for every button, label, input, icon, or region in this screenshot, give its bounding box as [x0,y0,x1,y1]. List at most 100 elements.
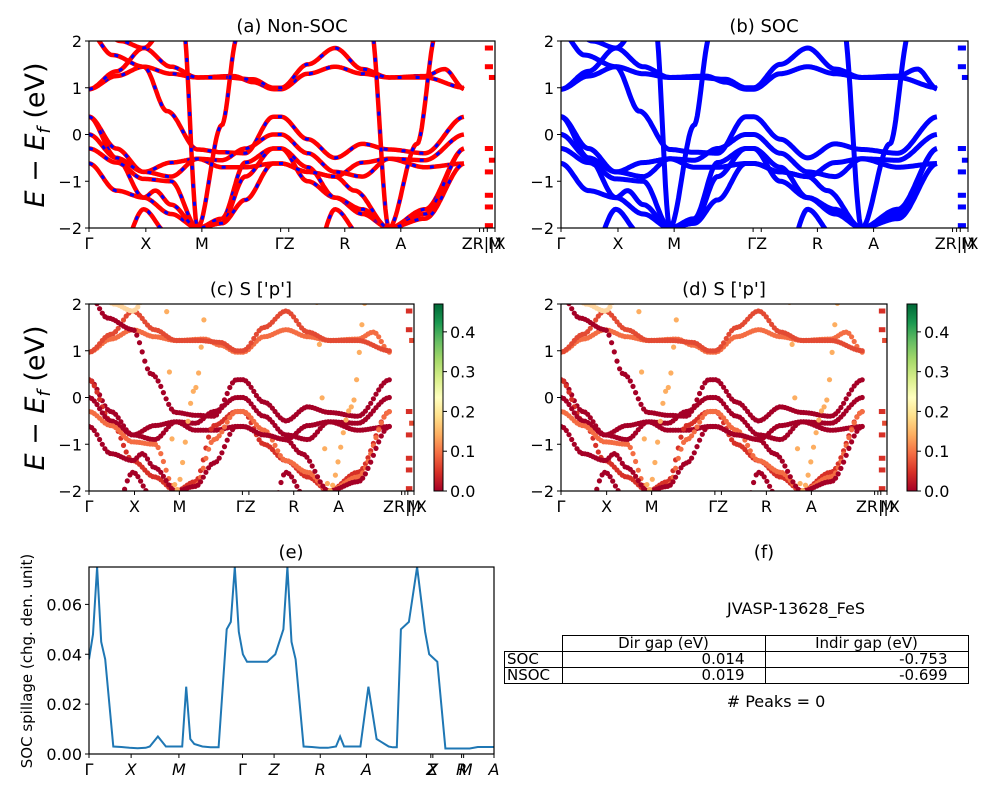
band-point [277,453,283,459]
band-point [101,290,106,295]
y-tick-label: 2 [72,32,82,51]
band-point [386,348,392,354]
band-point [97,306,103,312]
band-point [319,395,325,401]
strip-mark [961,157,968,163]
band-point [673,465,679,471]
band-point [694,424,700,430]
strip-mark [405,467,413,473]
band-point [115,415,121,421]
band-point [97,436,103,443]
band-point [89,293,94,298]
band-point [630,383,636,389]
band-point [782,463,788,469]
band-point [633,458,639,465]
band-point [647,486,653,491]
band-point [841,400,847,406]
x-tick-label: ΓZ [236,497,256,516]
band-point [123,449,129,455]
strip-mark [878,467,886,473]
colorbar-tick-label: 0.3 [924,363,949,382]
y-tick-label: 0 [72,389,82,408]
band-point [586,509,591,514]
band-point [368,400,374,406]
colorbar-tick-label: 0.2 [924,402,949,421]
band-point [95,284,100,289]
band-point [86,292,91,297]
band-point [340,430,346,436]
band-point [114,509,119,514]
x-tick-label: M [407,497,421,516]
strip-mark [488,74,495,80]
band-point [764,478,770,484]
band-point [618,284,623,289]
band-point [227,414,233,421]
x-tick-label: ZR||X [383,497,427,516]
band-point [92,297,97,302]
band-point [166,482,172,488]
band-line [183,41,238,228]
y-tick-label: 2 [544,295,554,314]
band-point [338,444,344,450]
band-point [201,317,207,323]
band-line [89,132,465,179]
band-point [816,417,822,423]
band-point [91,383,97,389]
band-point [859,423,865,430]
band-point [143,488,149,491]
band-point [699,384,705,391]
band-point [821,404,827,410]
band-point [386,394,392,401]
band-point [253,331,259,337]
band-point [859,377,865,383]
band-point [270,509,275,514]
band-point [697,390,703,397]
strip-mark [405,455,413,461]
band-point [779,458,785,464]
x-tick-label: M [172,497,186,516]
y-tick-label: −1 [530,435,554,454]
title-f: (f) [754,542,774,563]
band-point [699,414,705,421]
band-point [838,404,844,411]
band-point [635,478,641,484]
band-point [346,408,352,414]
band-point [163,396,169,402]
band-point [294,483,300,489]
band-point [569,306,575,312]
band-point [378,338,384,345]
band-point [134,332,140,338]
band-point [615,289,620,294]
band-point [248,415,254,421]
band-point [838,292,843,297]
band-point [174,486,180,491]
band-point [111,512,116,517]
strip-mark [409,337,414,343]
band-point [563,398,569,404]
band-point [99,441,105,447]
band-point [607,304,613,310]
band-point [227,384,233,391]
band-point [376,427,382,433]
material-id: JVASP-13628_FeS [726,599,865,619]
band-point [766,318,772,324]
x-tick-label: X [426,760,439,779]
x-tick-label: M [195,234,209,253]
x-tick-label: Γ [557,497,566,516]
band-point [142,358,148,364]
band-point [373,445,379,451]
x-tick-label: M [645,497,659,516]
band-point [221,424,228,430]
band-point [630,469,636,475]
band-point [289,474,295,480]
band-point [668,370,674,376]
band-point [302,496,307,501]
band-point [851,338,857,345]
colorbar-d: 0.0 0.1 0.2 0.3 0.4 [906,303,949,501]
band-point [143,289,148,294]
strip-mark [882,420,887,426]
band-point [365,465,371,471]
band-point [665,384,671,391]
band-point [296,321,302,327]
y-tick-label: 0 [544,126,554,145]
